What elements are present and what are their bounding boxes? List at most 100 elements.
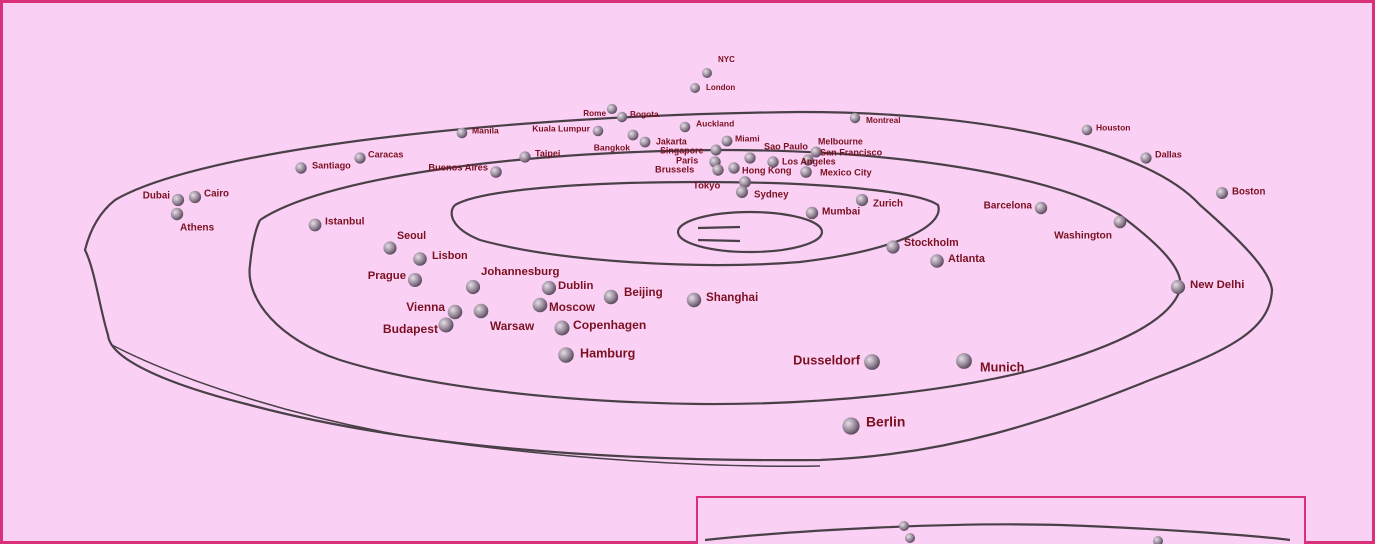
- city-marker: [679, 121, 691, 133]
- city-marker: [519, 151, 531, 163]
- city-label: Atlanta: [948, 253, 986, 265]
- city-label: Beijing: [624, 286, 663, 299]
- city-label: Buenos Aires: [428, 162, 488, 172]
- city-marker: [810, 146, 822, 158]
- city-label: NYC: [718, 55, 735, 64]
- city-marker: [465, 279, 481, 295]
- city-marker: [447, 304, 463, 320]
- city-marker: [532, 297, 548, 313]
- city-marker: [554, 320, 570, 336]
- city-marker: [805, 206, 819, 220]
- city-label: Seoul: [397, 230, 426, 242]
- city-label: Paris: [676, 155, 698, 165]
- city-label: Taipei: [535, 148, 560, 158]
- city-marker: [736, 186, 748, 198]
- city-label: Bangkok: [594, 142, 631, 152]
- city-label: Sao Paulo: [764, 141, 808, 151]
- city-marker: [170, 207, 184, 221]
- city-marker: [408, 273, 422, 287]
- core-line: [697, 238, 741, 243]
- city-label: Rome: [583, 109, 606, 118]
- city-marker: [1034, 201, 1048, 215]
- city-marker: [849, 112, 861, 124]
- city-marker: [710, 144, 722, 156]
- city-label: Boston: [1232, 187, 1265, 198]
- city-marker: [354, 152, 366, 164]
- city-label: Miami: [735, 133, 760, 143]
- city-label: Budapest: [383, 322, 438, 336]
- city-marker: [639, 136, 651, 148]
- city-marker: [744, 152, 756, 164]
- city-label: London: [706, 83, 735, 92]
- city-label: New Delhi: [1190, 279, 1244, 291]
- city-marker: [438, 317, 454, 333]
- city-marker: [1140, 152, 1152, 164]
- city-label: Mexico City: [820, 167, 872, 177]
- city-marker: [739, 176, 751, 188]
- city-marker: [606, 103, 618, 115]
- city-marker: [721, 135, 733, 147]
- inset-view: [696, 496, 1306, 544]
- city-label: Dubai: [143, 191, 170, 202]
- cities: NYC London Rome Bogota Auckland Montreal Houst…: [143, 55, 1265, 435]
- city-label: San Francisco: [820, 147, 883, 157]
- city-marker: [1170, 279, 1186, 295]
- city-label: Stockholm: [904, 237, 959, 249]
- city-marker: [627, 129, 639, 141]
- core-line: [697, 225, 741, 230]
- city-marker: [886, 240, 900, 254]
- city-label: Tokyo: [693, 181, 720, 192]
- city-label: Istanbul: [325, 217, 365, 228]
- city-marker: [413, 252, 427, 266]
- city-label: Bogota: [630, 109, 659, 119]
- city-label: Washington: [1054, 231, 1112, 242]
- city-marker: [603, 289, 619, 305]
- city-label: Shanghai: [706, 291, 758, 304]
- city-marker: [1216, 187, 1228, 199]
- city-label: Singapore: [660, 145, 703, 155]
- city-label: Zurich: [873, 199, 903, 210]
- city-label: Los Angeles: [782, 156, 836, 166]
- city-marker: [842, 417, 860, 435]
- city-marker: [383, 241, 397, 255]
- city-marker: [855, 193, 869, 207]
- city-label: Prague: [368, 270, 406, 282]
- city-label: Dallas: [1155, 149, 1182, 159]
- city-marker: [308, 218, 322, 232]
- city-label: Warsaw: [490, 319, 535, 333]
- city-label: Brussels: [655, 164, 694, 174]
- city-label: Dusseldorf: [793, 352, 861, 367]
- city-label: Jakarta: [656, 136, 687, 146]
- city-label: Cairo: [204, 189, 229, 200]
- outer-ring-edge: [111, 344, 821, 467]
- city-label: Houston: [1096, 122, 1130, 132]
- city-marker: [188, 190, 202, 204]
- city-label: Athens: [180, 223, 215, 234]
- city-label: Dublin: [558, 280, 593, 292]
- city-label: Johannesburg: [481, 266, 560, 278]
- city-marker: [690, 83, 700, 93]
- city-label: Santiago: [312, 160, 351, 170]
- city-marker: [171, 193, 185, 207]
- city-label: Melbourne: [818, 136, 863, 146]
- city-label: Hamburg: [580, 346, 635, 360]
- outer-ring: [83, 110, 1274, 462]
- city-label: Berlin: [866, 414, 905, 430]
- city-marker: [541, 280, 557, 296]
- city-label: Caracas: [368, 149, 403, 159]
- city-label: Barcelona: [984, 201, 1033, 212]
- city-marker: [956, 353, 972, 369]
- city-label: Lisbon: [432, 250, 468, 262]
- city-marker: [1081, 124, 1093, 136]
- city-marker: [456, 127, 468, 139]
- city-marker: [864, 354, 880, 370]
- core-ring: [676, 210, 824, 254]
- city-marker: [592, 125, 604, 137]
- city-marker: [473, 303, 489, 319]
- city-marker: [930, 254, 944, 268]
- city-marker: [1113, 215, 1127, 229]
- city-marker: [800, 166, 812, 178]
